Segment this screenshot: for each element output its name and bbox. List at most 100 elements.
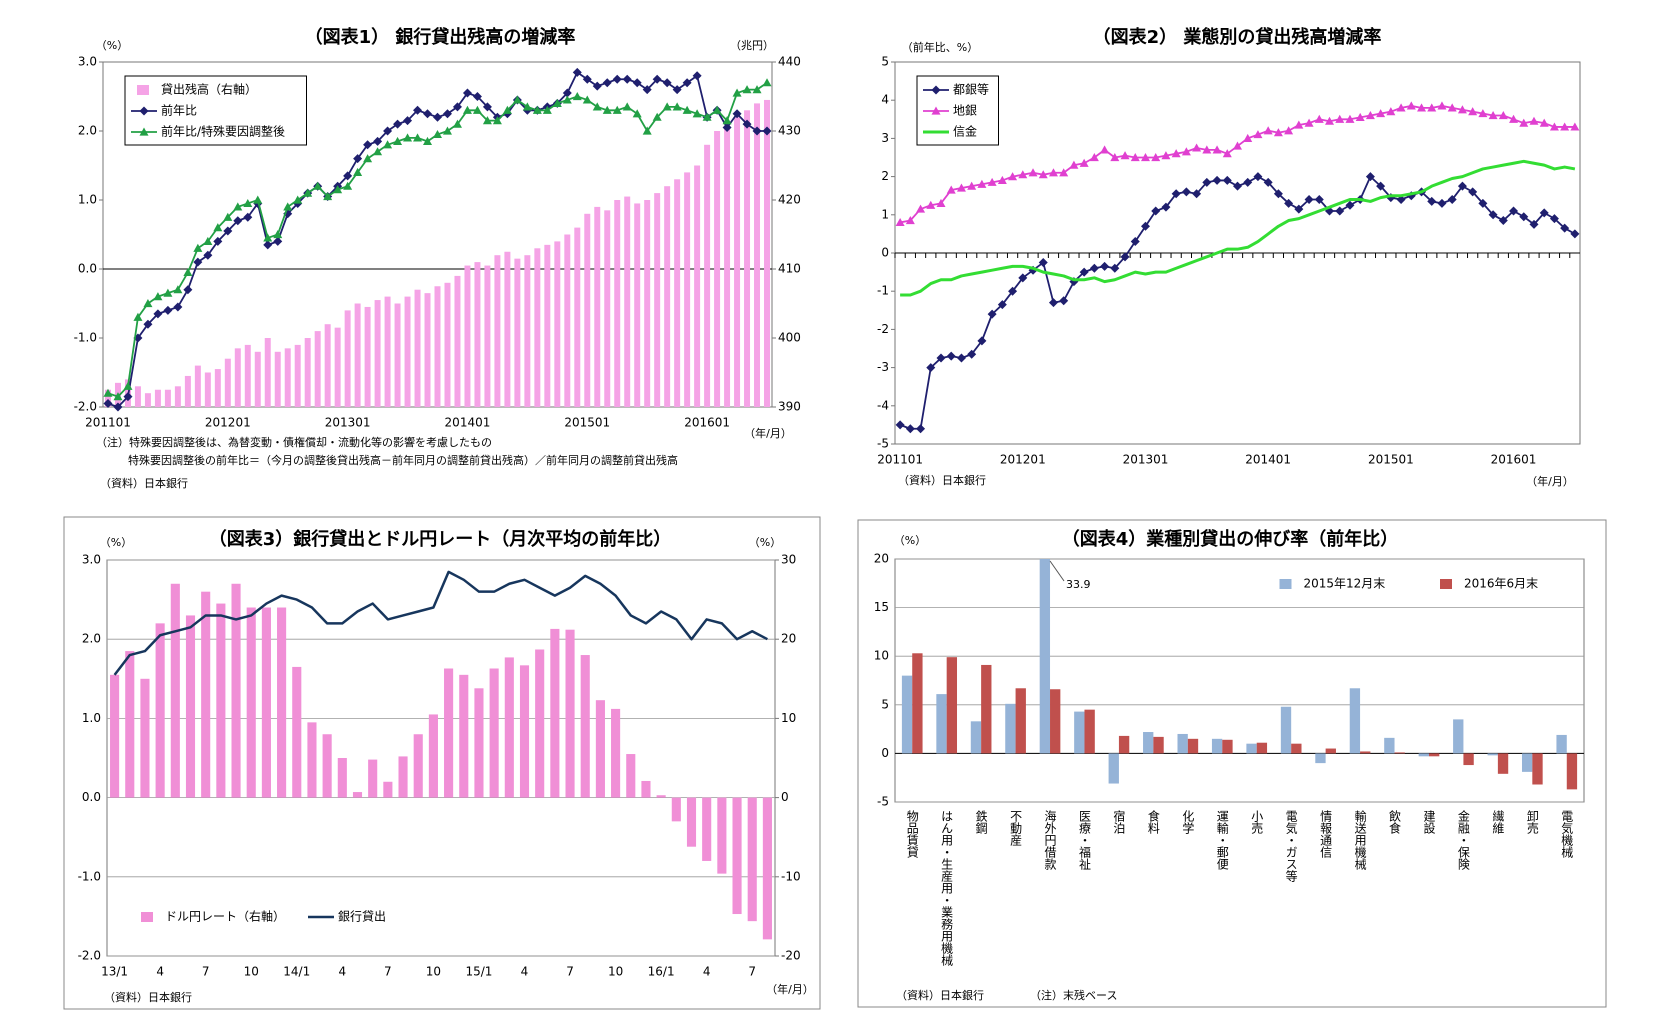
- marker: [662, 102, 672, 111]
- x-tick-label: 201301: [325, 416, 371, 430]
- bar: [1325, 748, 1336, 754]
- marker: [1171, 149, 1181, 158]
- marker: [1304, 195, 1314, 205]
- bar: [1394, 752, 1405, 754]
- marker: [1519, 118, 1529, 127]
- y2-tick-label: 30: [781, 553, 796, 567]
- marker: [442, 109, 452, 119]
- bar: [1315, 753, 1326, 764]
- y-tick-label: 2.0: [82, 632, 101, 646]
- marker: [512, 95, 522, 104]
- marker: [1130, 153, 1140, 162]
- marker: [103, 399, 113, 409]
- bar: [184, 375, 191, 407]
- bar: [155, 623, 165, 798]
- marker: [1294, 204, 1304, 214]
- marker: [243, 212, 253, 222]
- x-unit: （年/月）: [744, 426, 792, 440]
- legend-label: 信金: [953, 124, 977, 139]
- marker: [1100, 261, 1110, 271]
- x-tick-label: 4: [338, 965, 346, 979]
- bar: [314, 331, 321, 407]
- bar: [224, 358, 231, 407]
- marker: [1478, 198, 1488, 208]
- marker: [612, 74, 622, 84]
- marker: [1396, 195, 1406, 205]
- marker: [413, 133, 423, 142]
- marker: [263, 233, 273, 242]
- marker: [1478, 109, 1488, 118]
- marker: [213, 223, 223, 232]
- bar: [504, 251, 511, 407]
- marker: [722, 116, 732, 125]
- bar: [474, 688, 484, 798]
- bar: [204, 372, 211, 407]
- marker: [433, 129, 442, 139]
- x-tick-label: 201201: [1000, 453, 1046, 467]
- bar: [231, 583, 241, 798]
- y-tick-label: -4: [877, 398, 889, 412]
- y-tick-label: -5: [877, 437, 889, 451]
- marker: [223, 212, 233, 221]
- y-tick-label: 1: [881, 207, 889, 221]
- line: [899, 105, 1575, 224]
- bar: [170, 583, 180, 798]
- y-tick-label: 0: [881, 746, 889, 760]
- bar: [294, 344, 301, 407]
- x-tick-label: 運輸・郵便: [1215, 810, 1229, 870]
- marker: [1038, 170, 1048, 179]
- x-unit: （年/月）: [1526, 474, 1574, 488]
- marker: [423, 136, 433, 145]
- legend-label: 2016年6月末: [1464, 577, 1538, 591]
- x-tick-label: 201101: [85, 416, 131, 430]
- bar: [544, 244, 551, 407]
- x-tick-label: 15/1: [465, 965, 492, 979]
- marker: [1028, 168, 1038, 177]
- marker: [253, 195, 263, 204]
- marker: [532, 105, 542, 114]
- marker: [482, 116, 492, 125]
- bar: [1211, 738, 1223, 754]
- marker: [542, 105, 552, 114]
- marker: [163, 305, 173, 315]
- bar: [434, 286, 441, 407]
- chart-frame: [63, 516, 821, 1010]
- source: （資料）日本銀行: [896, 988, 984, 1002]
- marker: [1457, 181, 1467, 191]
- bar: [702, 797, 712, 861]
- bar: [185, 615, 196, 798]
- marker: [977, 179, 987, 188]
- bar: [164, 389, 171, 407]
- marker: [895, 217, 905, 227]
- marker: [562, 88, 572, 98]
- marker: [1222, 175, 1232, 185]
- bar: [454, 275, 461, 407]
- bar: [140, 678, 150, 798]
- marker: [1079, 267, 1089, 277]
- x-tick-label: 4: [156, 965, 164, 979]
- x-tick-label: 201601: [1491, 453, 1537, 467]
- marker: [1519, 212, 1529, 222]
- source: （資料）日本銀行: [100, 476, 188, 490]
- bar: [1497, 753, 1509, 774]
- marker: [522, 102, 532, 111]
- marker: [987, 177, 997, 186]
- marker: [742, 85, 752, 94]
- bar: [1428, 753, 1440, 757]
- marker: [1181, 187, 1191, 197]
- y-tick-label: 1.0: [82, 711, 101, 725]
- legend-label: 銀行貸出: [338, 909, 386, 924]
- marker: [1335, 114, 1345, 123]
- x-tick-label: 情報通信: [1319, 810, 1333, 859]
- x-tick-label: 201501: [564, 416, 610, 430]
- marker: [233, 216, 243, 226]
- bar: [1118, 735, 1130, 754]
- marker: [916, 424, 926, 434]
- marker: [1018, 170, 1028, 179]
- bar: [394, 303, 401, 407]
- marker: [582, 95, 592, 104]
- x-tick-label: 建設: [1422, 810, 1436, 834]
- legend-swatch: [1279, 579, 1292, 589]
- marker: [1325, 116, 1335, 125]
